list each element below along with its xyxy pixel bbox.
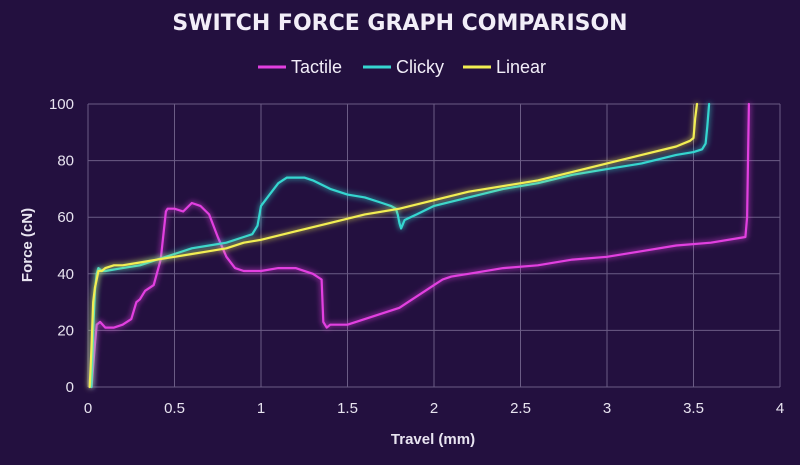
- y-tick-label: 40: [57, 266, 74, 283]
- x-tick-label: 4: [776, 400, 784, 417]
- chart-series: [88, 102, 751, 389]
- x-tick-label: 1.5: [337, 400, 358, 417]
- chart-grid: [87, 103, 781, 388]
- x-tick-label: 3: [603, 400, 611, 417]
- series-line-linear: [88, 102, 699, 389]
- legend-label-linear: Linear: [496, 57, 546, 77]
- y-tick-label: 0: [66, 379, 74, 396]
- x-tick-label: 3.5: [683, 400, 704, 417]
- y-tick-label: 80: [57, 153, 74, 170]
- x-tick-label: 1: [257, 400, 265, 417]
- y-axis-title: Force (cN): [19, 208, 36, 282]
- x-tick-label: 2: [430, 400, 438, 417]
- x-tick-label: 0: [84, 400, 92, 417]
- y-tick-label: 60: [57, 209, 74, 226]
- y-axis-ticks: 0 20 40 60 80 100: [49, 96, 74, 396]
- x-tick-label: 0.5: [164, 400, 185, 417]
- x-axis-title: Travel (mm): [391, 431, 475, 448]
- legend-label-tactile: Tactile: [291, 57, 342, 77]
- chart-legend: Tactile Clicky Linear: [258, 57, 546, 77]
- series-line-tactile: [90, 102, 751, 389]
- x-axis-ticks: 0 0.5 1 1.5 2 2.5 3 3.5 4: [84, 400, 784, 417]
- y-tick-label: 20: [57, 322, 74, 339]
- legend-label-clicky: Clicky: [396, 57, 444, 77]
- series-line-clicky: [90, 102, 711, 389]
- x-tick-label: 2.5: [510, 400, 531, 417]
- chart-title: SWITCH FORCE GRAPH COMPARISON: [172, 11, 627, 36]
- y-tick-label: 100: [49, 96, 74, 113]
